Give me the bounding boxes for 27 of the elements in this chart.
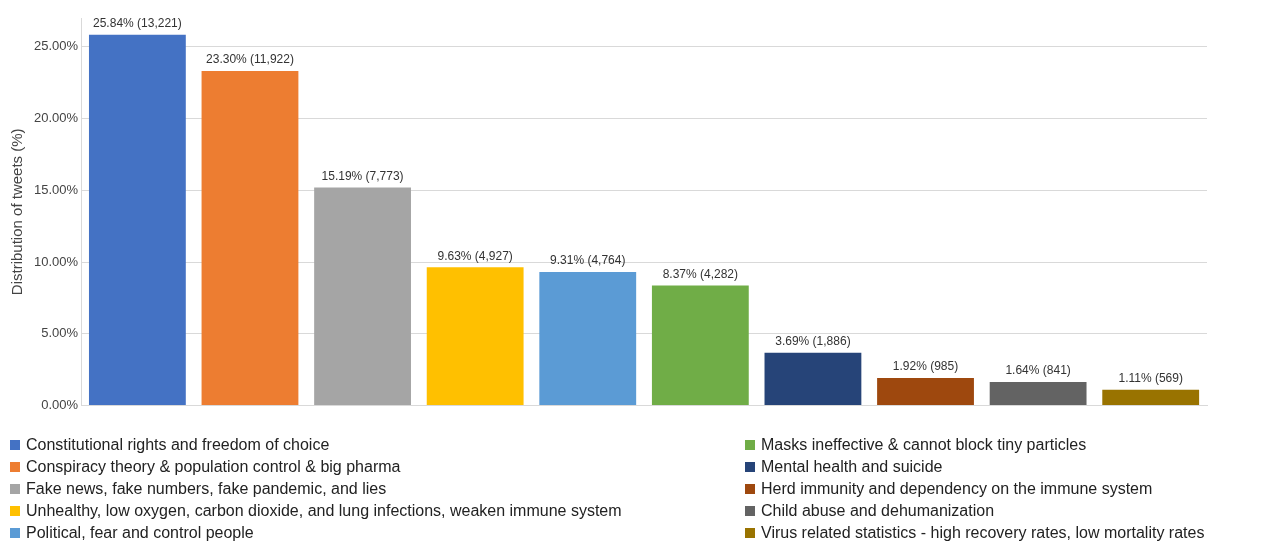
legend-label: Constitutional rights and freedom of choice — [25, 435, 331, 455]
data-label: 15.19% (7,773) — [321, 168, 404, 183]
legend-label: Herd immunity and dependency on the immune system — [760, 479, 1154, 499]
y-tick-label: 15.00% — [34, 181, 79, 197]
data-label: 1.64% (841) — [1005, 363, 1071, 378]
y-tick-label: 0.00% — [41, 397, 79, 413]
y-axis-title: Distribution of tweets (%) — [8, 128, 26, 296]
legend-label: Conspiracy theory & population control & big pharma — [25, 457, 402, 477]
y-tick-label: 20.00% — [34, 110, 79, 126]
data-label: 9.31% (4,764) — [550, 253, 626, 268]
legend-label: Political, fear and control people — [25, 523, 255, 543]
y-tick-label: 25.00% — [34, 38, 79, 54]
legend-label: Masks ineffective & cannot block tiny particles — [760, 435, 1088, 455]
data-label: 1.92% (985) — [892, 359, 959, 374]
data-label: 3.69% (1,886) — [775, 333, 851, 348]
data-label: 25.84% (13,221) — [93, 15, 182, 30]
y-tick-label: 10.00% — [34, 253, 79, 269]
y-tick-label: 5.00% — [41, 325, 79, 341]
data-label: 9.63% (4,927) — [437, 248, 513, 263]
legend-label: Mental health and suicide — [760, 457, 944, 477]
legend-label: Child abuse and dehumanization — [760, 501, 996, 521]
data-label: 8.37% (4,282) — [662, 266, 739, 281]
legend-label: Fake news, fake numbers, fake pandemic, and lies — [25, 479, 388, 499]
legend-label: Virus related statistics - high recovery rates, low mortality rates — [760, 523, 1206, 543]
legend-label: Unhealthy, low oxygen, carbon dioxide, and lung infections, weaken immune system — [25, 501, 623, 521]
data-label: 23.30% (11,922) — [206, 52, 294, 67]
data-label: 1.11% (569) — [1118, 370, 1183, 385]
